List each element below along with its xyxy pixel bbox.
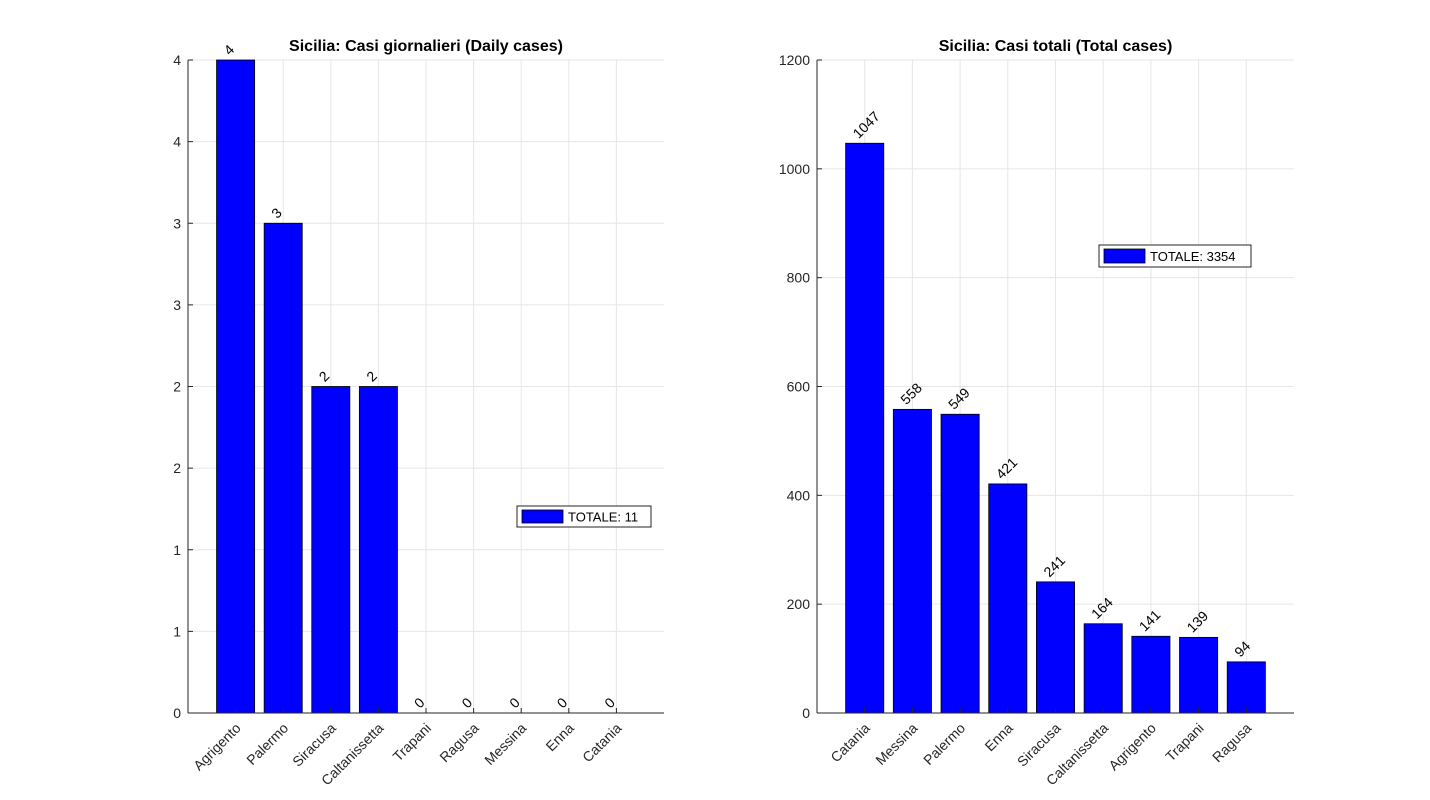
total-category-label: Messina (872, 720, 920, 768)
daily-category-label: Agrigento (190, 720, 244, 774)
total-y-tick-label: 600 (787, 379, 811, 395)
total-bar-messina (892, 408, 932, 714)
daily-y-tick-label: 4 (173, 52, 181, 68)
daily-legend-swatch (521, 509, 564, 524)
daily-y-tick-label: 3 (173, 215, 181, 231)
total-bar-palermo (940, 413, 980, 714)
daily-category-label: Trapani (390, 720, 435, 765)
total-category-label: Agrigento (1105, 720, 1159, 774)
daily-chart-title: Sicilia: Casi giornalieri (Daily cases) (289, 38, 563, 55)
daily-bar-agrigento (216, 59, 256, 714)
total-bar-catania (845, 142, 885, 714)
daily-category-label: Messina (481, 720, 529, 768)
total-legend: TOTALE: 3354 (1098, 244, 1252, 268)
total-y-tick-label: 400 (787, 487, 811, 503)
total-category-label: Palermo (920, 720, 968, 768)
daily-y-tick-label: 4 (173, 134, 181, 150)
total-y-tick-label: 0 (802, 705, 810, 721)
daily-bar-siracusa (311, 386, 351, 714)
total-bar-caltanissetta (1083, 623, 1123, 714)
total-bar-ragusa (1226, 661, 1266, 714)
daily-y-tick-label: 2 (173, 379, 181, 395)
daily-y-tick-label: 0 (173, 705, 181, 721)
daily-y-tick-label: 1 (173, 623, 181, 639)
total-bar-trapani (1179, 636, 1219, 714)
total-y-tick-label: 1200 (779, 52, 810, 68)
total-category-label: Trapani (1162, 720, 1207, 765)
daily-category-label: Ragusa (436, 720, 482, 766)
daily-category-label: Enna (542, 720, 577, 755)
total-y-tick-label: 1000 (779, 161, 810, 177)
total-legend-label: TOTALE: 3354 (1150, 249, 1236, 264)
total-category-label: Siracusa (1014, 720, 1064, 770)
daily-category-label: Catania (579, 720, 625, 766)
total-category-label: Catania (827, 720, 873, 766)
daily-legend: TOTALE: 11 (516, 505, 652, 528)
daily-bar-caltanissetta (358, 386, 398, 714)
daily-y-tick-label: 3 (173, 297, 181, 313)
total-category-label: Enna (981, 720, 1016, 755)
total-cases-chart: 0 200 400 600 800 1000 1200 Catania Messina Paler… (779, 38, 1294, 788)
total-legend-swatch (1103, 248, 1146, 264)
total-bar-siracusa (1036, 581, 1075, 714)
total-bar-enna (988, 483, 1028, 714)
daily-y-tick-label: 2 (173, 460, 181, 476)
daily-legend-label: TOTALE: 11 (568, 510, 638, 525)
daily-category-label: Palermo (243, 720, 291, 768)
total-y-tick-label: 200 (787, 596, 811, 612)
total-category-label: Ragusa (1209, 720, 1255, 766)
total-y-tick-label: 800 (787, 270, 811, 286)
daily-bar-palermo (263, 222, 303, 714)
total-bar-agrigento (1131, 635, 1171, 714)
total-chart-title: Sicilia: Casi totali (Total cases) (939, 38, 1173, 55)
daily-data-label: 4 (220, 41, 237, 58)
daily-y-tick-label: 1 (173, 542, 181, 558)
